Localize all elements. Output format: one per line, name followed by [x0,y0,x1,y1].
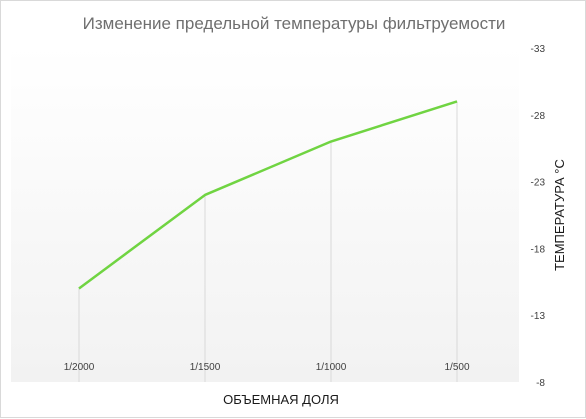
y-tick-label: -8 [536,378,545,389]
x-tick-label: 1/500 [444,362,469,373]
y-tick-label: -33 [531,44,546,55]
y-tick-label: -18 [531,244,546,255]
x-tick-label: 1/1500 [190,362,221,373]
x-axis-label: ОБЪЕМНАЯ ДОЛЯ [223,392,339,407]
y-axis-label: ТЕМПЕРАТУРА °С [552,159,567,271]
x-tick-label: 1/2000 [64,362,95,373]
y-tick-label: -13 [531,311,546,322]
chart-title: Изменение предельной температуры фильтру… [83,14,506,33]
y-axis-ticks: -8 -13 -18 -23 -28 -33 [531,44,546,389]
x-tick-label: 1/1000 [316,362,347,373]
plot-area [11,46,519,382]
y-tick-label: -28 [531,111,546,122]
y-tick-label: -23 [531,178,546,189]
